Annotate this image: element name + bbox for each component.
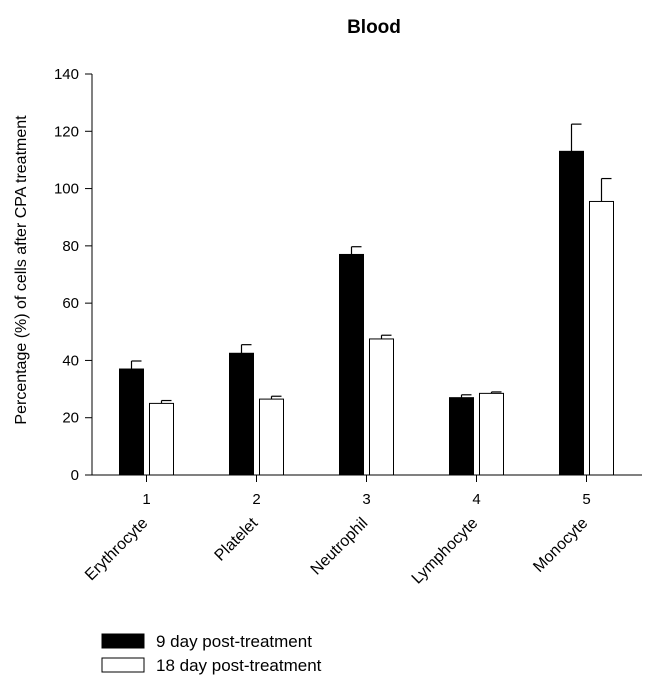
bar (369, 338, 394, 476)
x-tick-label: 4 (472, 491, 480, 508)
x-tick-label: 5 (582, 491, 590, 508)
y-tick-label: 140 (54, 66, 79, 83)
x-tick-label: 3 (362, 491, 370, 508)
axes: 0 20 40 60 80 100 120 140 1 2 3 4 5 (54, 66, 642, 508)
category-label: Neutrophil (308, 515, 372, 579)
bar (449, 397, 474, 476)
category-label: Lymphocyte (409, 515, 482, 588)
bar (589, 200, 614, 476)
category-label: Erythrocyte (82, 515, 151, 584)
y-tick-label: 100 (54, 181, 79, 198)
bar (259, 398, 284, 476)
y-tick-label: 20 (62, 410, 79, 427)
x-tick-label: 1 (142, 491, 150, 508)
y-tick-label: 80 (62, 238, 79, 255)
x-tick-label: 2 (252, 491, 260, 508)
bar (119, 368, 144, 476)
chart-title: Blood (347, 17, 401, 38)
legend-label-18-day: 18 day post-treatment (156, 656, 322, 675)
bars (119, 123, 614, 476)
category-label: Monocyte (530, 515, 591, 576)
legend-label-9-day: 9 day post-treatment (156, 632, 312, 651)
legend-swatch-18-day (101, 657, 145, 673)
y-tick-label: 120 (54, 123, 79, 140)
category-labels: Erythrocyte Platelet Neutrophil Lymphocyte M… (82, 514, 591, 587)
category-label: Platelet (212, 514, 262, 564)
y-axis-label: Percentage (%) of cells after CPA treatm… (13, 115, 30, 425)
y-tick-label: 60 (62, 295, 79, 312)
y-tick-label: 0 (71, 467, 79, 484)
legend-swatch-9-day (101, 633, 145, 649)
legend: 9 day post-treatment 18 day post-treatme… (101, 632, 322, 675)
y-tick-label: 40 (62, 352, 79, 369)
bar (339, 253, 364, 476)
bar (229, 352, 254, 476)
bar (559, 150, 584, 476)
bar (149, 402, 174, 476)
bar (479, 392, 504, 476)
